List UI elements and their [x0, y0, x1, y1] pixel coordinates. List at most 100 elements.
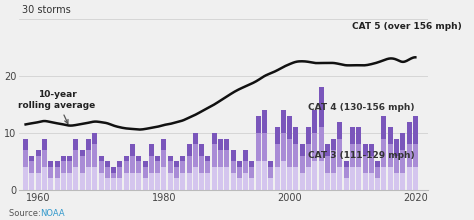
Bar — [212, 144, 217, 167]
Bar — [331, 150, 336, 173]
Bar — [48, 178, 53, 190]
Bar — [136, 156, 141, 161]
Bar — [155, 156, 160, 161]
Bar — [337, 139, 342, 167]
Bar — [86, 150, 91, 167]
Bar — [407, 122, 411, 144]
Bar — [224, 167, 229, 190]
Bar — [369, 144, 374, 156]
Bar — [136, 173, 141, 190]
Bar — [161, 139, 166, 150]
Bar — [281, 161, 286, 190]
Bar — [356, 167, 361, 190]
Bar — [312, 110, 317, 133]
Bar — [23, 167, 28, 190]
Bar — [193, 167, 198, 190]
Bar — [262, 110, 267, 133]
Bar — [413, 116, 418, 144]
Bar — [394, 139, 399, 156]
Bar — [174, 167, 179, 178]
Bar — [105, 178, 110, 190]
Bar — [218, 139, 223, 150]
Bar — [312, 133, 317, 161]
Bar — [243, 173, 248, 190]
Bar — [86, 139, 91, 150]
Bar — [36, 150, 41, 156]
Bar — [350, 167, 355, 190]
Bar — [394, 156, 399, 173]
Bar — [255, 116, 261, 133]
Bar — [67, 173, 72, 190]
Bar — [268, 178, 273, 190]
Text: CAT 4 (130-156 mph): CAT 4 (130-156 mph) — [309, 103, 415, 112]
Bar — [230, 173, 236, 190]
Bar — [61, 156, 66, 161]
Bar — [218, 150, 223, 167]
Bar — [187, 156, 191, 173]
Bar — [337, 122, 342, 139]
Bar — [99, 156, 103, 161]
Bar — [331, 139, 336, 150]
Bar — [80, 173, 85, 190]
Bar — [319, 161, 324, 190]
Bar — [249, 178, 255, 190]
Bar — [268, 167, 273, 178]
Bar — [155, 161, 160, 173]
Bar — [400, 173, 405, 190]
Bar — [86, 167, 91, 190]
Bar — [124, 173, 129, 190]
Bar — [274, 144, 280, 167]
Bar — [124, 161, 129, 173]
Bar — [413, 144, 418, 167]
Bar — [344, 161, 349, 167]
Bar — [243, 150, 248, 161]
Bar — [55, 167, 60, 178]
Text: 30 storms: 30 storms — [22, 5, 71, 15]
Bar — [73, 150, 78, 167]
Bar — [230, 150, 236, 161]
Bar — [363, 173, 367, 190]
Bar — [325, 156, 330, 173]
Bar — [255, 133, 261, 161]
Bar — [249, 167, 255, 178]
Bar — [149, 173, 154, 190]
Bar — [29, 173, 35, 190]
Bar — [143, 161, 147, 167]
Bar — [29, 156, 35, 161]
Bar — [375, 161, 380, 167]
Bar — [306, 167, 311, 190]
Bar — [36, 173, 41, 190]
Text: CAT 3 (111-129 mph): CAT 3 (111-129 mph) — [309, 151, 415, 160]
Bar — [262, 133, 267, 161]
Bar — [23, 150, 28, 167]
Bar — [180, 173, 185, 190]
Bar — [212, 167, 217, 190]
Bar — [274, 167, 280, 190]
Bar — [36, 156, 41, 173]
Bar — [161, 167, 166, 190]
Bar — [388, 167, 392, 190]
Bar — [287, 167, 292, 190]
Bar — [344, 178, 349, 190]
Bar — [29, 161, 35, 173]
Bar — [230, 161, 236, 173]
Bar — [293, 127, 299, 144]
Bar — [61, 161, 66, 173]
Bar — [205, 161, 210, 173]
Bar — [388, 127, 392, 144]
Bar — [168, 173, 173, 190]
Bar — [67, 161, 72, 173]
Bar — [407, 144, 411, 167]
Bar — [199, 144, 204, 156]
Bar — [48, 161, 53, 167]
Bar — [143, 178, 147, 190]
Bar — [382, 116, 386, 139]
Bar — [205, 173, 210, 190]
Bar — [205, 156, 210, 161]
Bar — [287, 116, 292, 139]
Bar — [407, 167, 411, 190]
Bar — [375, 178, 380, 190]
Bar — [67, 156, 72, 161]
Bar — [174, 178, 179, 190]
Bar — [319, 88, 324, 127]
